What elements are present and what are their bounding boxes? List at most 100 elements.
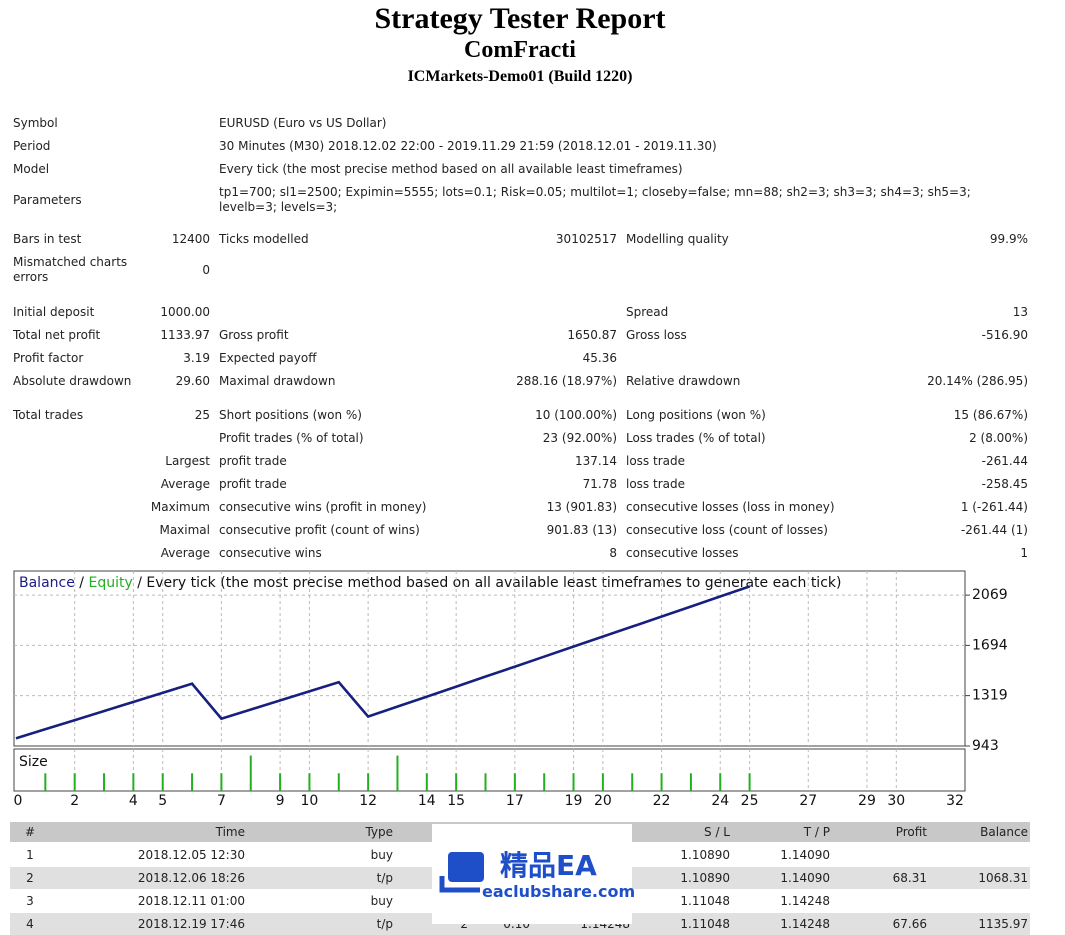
column-header: Type <box>365 825 393 839</box>
summary-value: 8 <box>609 545 617 560</box>
x-tick-label: 17 <box>506 793 524 809</box>
summary-value: 137.14 <box>575 453 617 468</box>
x-tick-label: 7 <box>217 793 226 809</box>
summary-label: Model <box>13 161 50 176</box>
server-name: ICMarkets-Demo01 (Build 1220) <box>407 68 633 85</box>
summary-value: 1 <box>1020 545 1028 560</box>
column-header: Balance <box>980 825 1028 839</box>
table-cell: t/p <box>376 871 393 885</box>
summary-value: tp1=700; sl1=2500; Expimin=5555; lots=0.… <box>219 185 971 214</box>
series-line <box>15 585 750 740</box>
table-cell: 2 <box>26 871 34 885</box>
legend-separator: / <box>79 575 84 591</box>
summary-value: 99.9% <box>989 231 1028 246</box>
summary-value: -261.44 (1) <box>960 522 1028 537</box>
summary-label: Short positions (won %) <box>219 407 362 422</box>
summary-label: Maximal drawdown <box>219 373 336 388</box>
table-cell: 1.10890 <box>680 848 730 862</box>
column-header: S / L <box>704 825 730 839</box>
column-header: T / P <box>803 825 830 839</box>
chart-legend: Balance / Equity / Every tick (the most … <box>19 575 841 591</box>
table-cell: 2018.12.06 18:26 <box>137 871 245 885</box>
summary-value: Every tick (the most precise method base… <box>219 161 683 176</box>
summary-value: 13 (901.83) <box>546 499 617 514</box>
summary-value: 15 (86.67%) <box>953 407 1028 422</box>
summary-value: Average <box>160 476 210 491</box>
summary-label: Expected payoff <box>219 350 317 365</box>
summary-label: profit trade <box>219 453 287 468</box>
column-header: Profit <box>895 825 927 839</box>
x-tick-label: 0 <box>14 793 23 809</box>
x-tick-label: 29 <box>858 793 876 809</box>
balance-chart: Balance / Equity / Every tick (the most … <box>13 570 1008 809</box>
summary-value: 2 (8.00%) <box>969 430 1028 445</box>
y-tick-label: 1319 <box>972 688 1008 704</box>
summary-value: Maximal <box>159 522 210 537</box>
table-cell: 4 <box>26 917 34 931</box>
summary-value: 288.16 (18.97%) <box>516 373 617 388</box>
summary-label: Period <box>13 138 51 153</box>
table-cell: 1135.97 <box>978 917 1028 931</box>
table-cell: 68.31 <box>892 871 927 885</box>
column-header: Time <box>215 825 245 839</box>
summary-label: consecutive losses <box>626 545 739 560</box>
table-cell: 1.14090 <box>780 871 830 885</box>
legend-balance: Balance <box>19 575 75 591</box>
summary-label: consecutive losses (loss in money) <box>626 499 835 514</box>
summary-label: profit trade <box>219 476 287 491</box>
summary-value: 1000.00 <box>160 304 210 319</box>
x-tick-label: 14 <box>418 793 436 809</box>
legend-equity: Equity <box>88 575 132 591</box>
table-cell: 1 <box>26 848 34 862</box>
watermark-brand: 精品EA <box>500 849 597 882</box>
x-tick-label: 15 <box>447 793 465 809</box>
table-cell: 1.11048 <box>680 917 730 931</box>
y-tick-label: 1694 <box>972 637 1008 653</box>
x-tick-label: 2 <box>70 793 79 809</box>
x-tick-label: 5 <box>158 793 167 809</box>
summary-value: 45.36 <box>582 350 617 365</box>
table-cell: 1.14248 <box>780 917 830 931</box>
summary-value: 10 (100.00%) <box>535 407 617 422</box>
summary-label: consecutive wins (profit in money) <box>219 499 427 514</box>
summary-label: Gross profit <box>219 327 289 342</box>
table-cell: 1.11048 <box>680 894 730 908</box>
y-tick-label: 943 <box>972 738 999 754</box>
summary-label: Bars in test <box>13 231 82 246</box>
x-tick-label: 24 <box>711 793 729 809</box>
summary-value: 1650.87 <box>567 327 617 342</box>
x-tick-label: 19 <box>565 793 583 809</box>
watermark-icon <box>439 852 484 893</box>
chart-frame <box>13 570 966 747</box>
chart-subtitle: Every tick (the most precise method base… <box>146 575 841 591</box>
size-title: Size <box>19 754 48 770</box>
summary-label: loss trade <box>626 476 685 491</box>
x-tick-label: 9 <box>276 793 285 809</box>
summary-value: Maximum <box>150 499 210 514</box>
table-cell: 1.14248 <box>780 894 830 908</box>
summary-value: 23 (92.00%) <box>542 430 617 445</box>
table-cell: 1.10890 <box>680 871 730 885</box>
summary-label: Total net profit <box>13 327 101 342</box>
summary-label: Initial deposit <box>13 304 95 319</box>
x-tick-label: 22 <box>653 793 671 809</box>
summary-value: 25 <box>194 407 210 422</box>
summary-label: Profit trades (% of total) <box>219 430 364 445</box>
x-tick-label: 20 <box>594 793 612 809</box>
table-cell: 2 <box>460 917 468 931</box>
summary-value: -258.45 <box>981 476 1028 491</box>
summary-value: EURUSD (Euro vs US Dollar) <box>219 115 387 130</box>
table-cell: 2018.12.05 12:30 <box>137 848 245 862</box>
table-cell: 3 <box>26 894 34 908</box>
summary-value: 30102517 <box>555 231 617 246</box>
summary-label: Loss trades (% of total) <box>626 430 766 445</box>
summary-value: 20.14% (286.95) <box>927 373 1028 388</box>
summary-value: 13 <box>1012 304 1028 319</box>
summary-value: -261.44 <box>981 453 1028 468</box>
table-cell: 1068.31 <box>978 871 1028 885</box>
column-header: # <box>24 825 36 839</box>
summary-value: 901.83 (13) <box>546 522 617 537</box>
summary-value: 3.19 <box>183 350 210 365</box>
table-cell: 67.66 <box>892 917 927 931</box>
watermark: 精品EA eaclubshare.com <box>432 824 635 924</box>
